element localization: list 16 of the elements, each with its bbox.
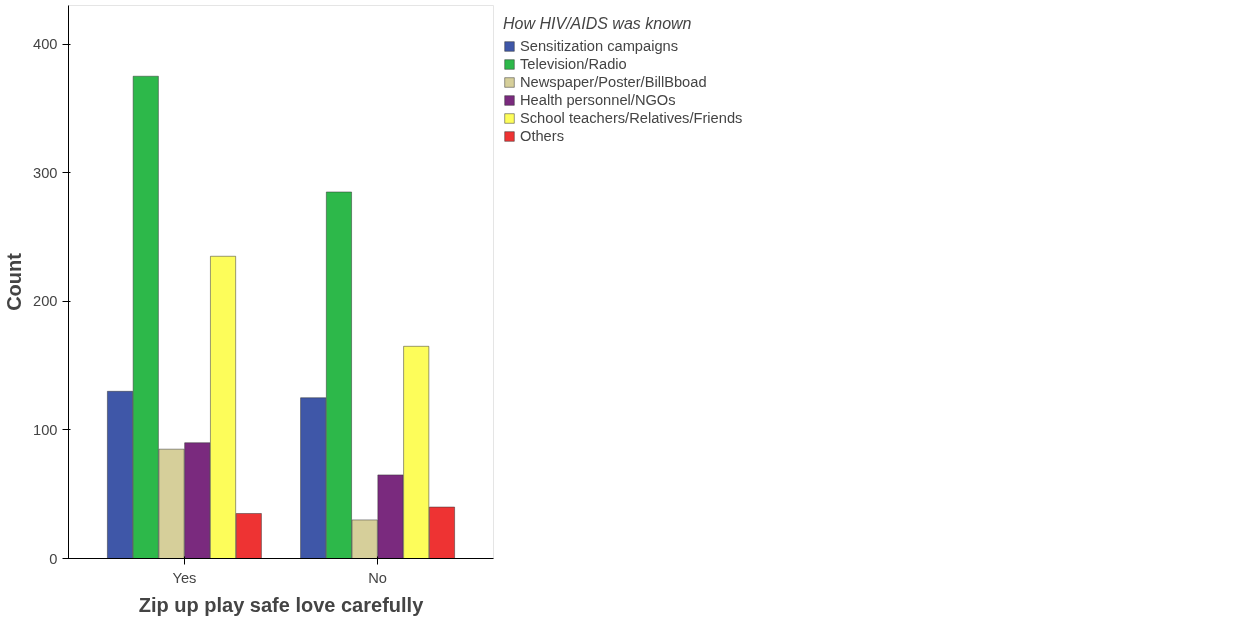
y-tick-label: 100 (33, 421, 58, 438)
legend-label: Newspaper/Poster/BillBboad (520, 74, 707, 90)
x-axis-title: Zip up play safe love carefully (138, 593, 425, 616)
x-tick-label: Yes (172, 569, 197, 586)
y-tick-label: 300 (33, 164, 58, 181)
x-tick-label: No (368, 569, 387, 586)
legend-label: Others (520, 128, 564, 144)
y-tick-label: 400 (33, 36, 58, 53)
legend-label: School teachers/Relatives/Friends (520, 110, 743, 126)
y-axis-title: Count (3, 252, 26, 311)
legend-label: Television/Radio (520, 56, 627, 72)
legend-label: Health personnel/NGOs (520, 92, 676, 108)
legend-title: How HIV/AIDS was known (503, 15, 693, 33)
legend-label: Sensitization campaigns (520, 38, 679, 54)
y-tick-label: 200 (33, 293, 58, 310)
y-tick-label: 0 (49, 550, 58, 567)
